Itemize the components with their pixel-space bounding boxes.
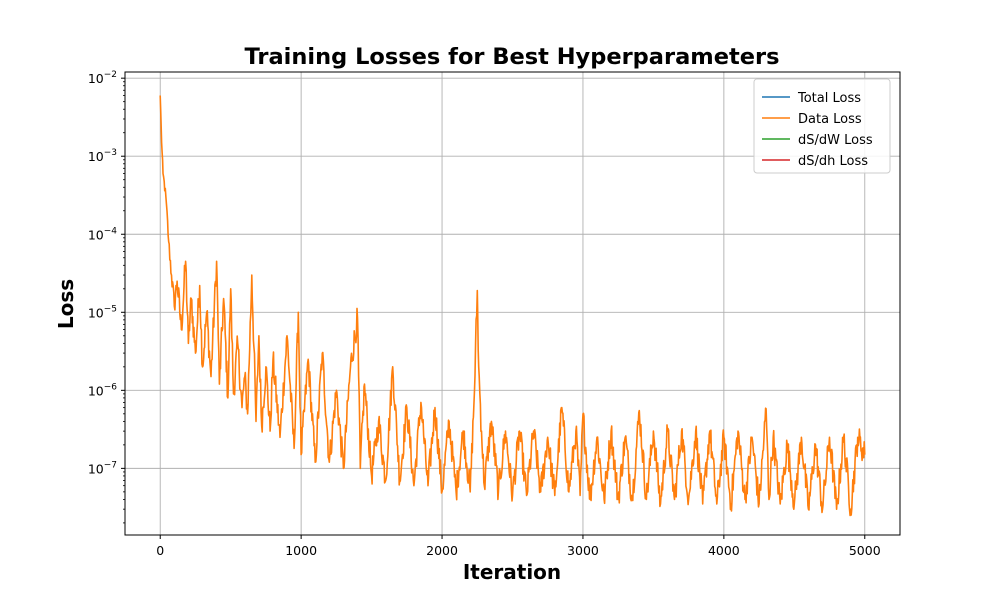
y-tick-exponent: −5 (104, 304, 117, 314)
x-tick-label: 3000 (567, 543, 599, 558)
legend-label: Total Loss (797, 91, 861, 106)
x-tick-label: 5000 (849, 543, 881, 558)
y-tick-exponent: −6 (104, 382, 118, 392)
y-tick-exponent: −2 (104, 70, 117, 80)
legend-box (753, 78, 891, 174)
x-tick-label: 0 (156, 543, 164, 558)
y-tick-label: 10−6 (88, 382, 117, 398)
x-tick-label: 1000 (285, 543, 317, 558)
y-tick-exponent: −4 (104, 226, 118, 236)
y-tick-exponent: −7 (104, 460, 117, 470)
series-line-1 (159, 95, 866, 517)
chart-title: Training Losses for Best Hyperparameters (245, 44, 780, 70)
x-tick-label: 4000 (708, 543, 740, 558)
y-tick-label: 10−4 (88, 226, 117, 242)
y-axis-label: Loss (54, 279, 78, 329)
legend-label: dS/dh Loss (798, 154, 868, 169)
y-tick-base: 10 (88, 383, 104, 398)
x-axis-label: Iteration (463, 560, 561, 584)
y-tick-label: 10−3 (88, 148, 117, 164)
legend-label: dS/dW Loss (798, 133, 873, 148)
y-tick-base: 10 (88, 149, 104, 164)
y-tick-base: 10 (88, 71, 104, 86)
y-tick-base: 10 (88, 227, 104, 242)
y-tick-label: 10−2 (88, 70, 117, 86)
y-tick-label: 10−5 (88, 304, 117, 320)
y-tick-exponent: −3 (104, 148, 117, 158)
axes: 0 1000 2000 3000 4000 500010−710−610−510−410−… (88, 70, 881, 558)
legend: Total Loss Data Loss dS/dW Loss dS/dh Loss (753, 78, 891, 174)
y-tick-base: 10 (88, 305, 104, 320)
legend-label: Data Loss (798, 112, 862, 127)
x-tick-label: 2000 (426, 543, 458, 558)
plot-frame (124, 71, 901, 536)
y-tick-base: 10 (88, 461, 104, 476)
plot-area (159, 95, 866, 517)
y-tick-label: 10−7 (88, 460, 117, 476)
